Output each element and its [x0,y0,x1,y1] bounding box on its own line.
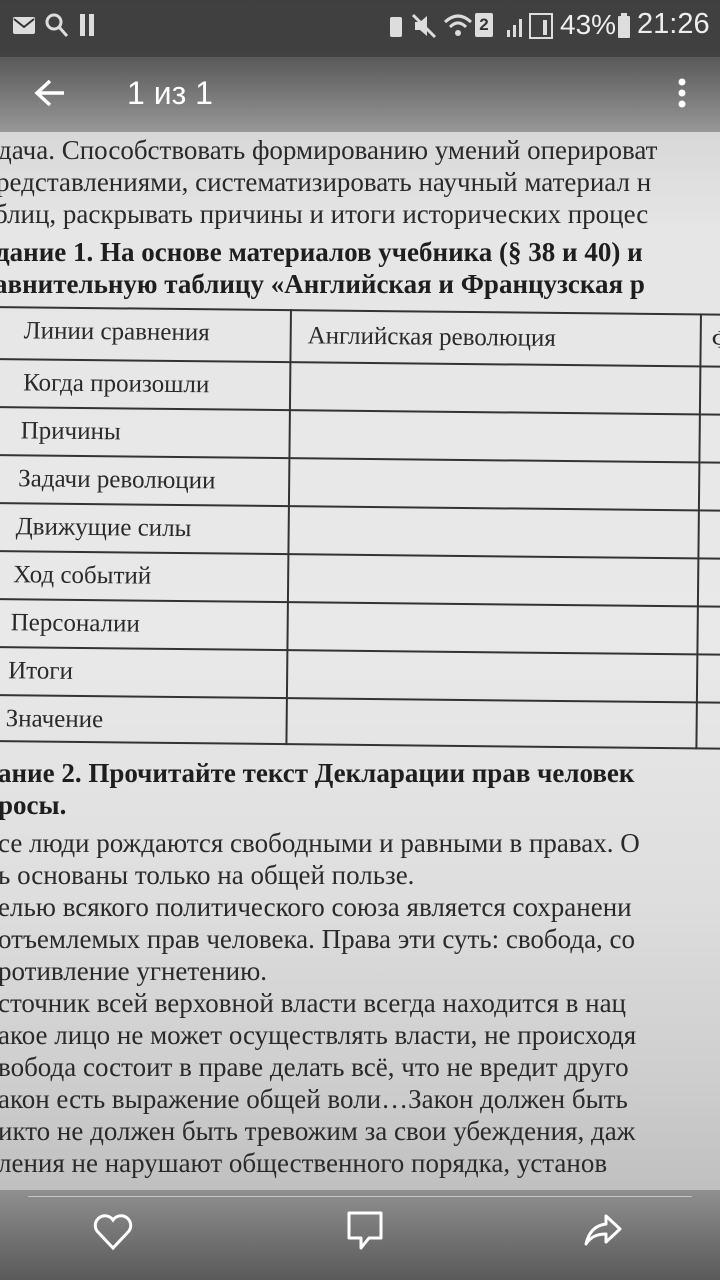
share-icon[interactable] [582,1212,624,1252]
battery-icon [618,13,630,38]
table-header: Линии сравнения [23,317,210,347]
table-header: Ф [711,326,720,354]
mute-icon [411,13,437,39]
mail-icon [13,17,35,34]
text-line: икто не должен быть тревожим за свои убе… [0,1116,636,1146]
text-line: акое лицо не может осуществлять власти, … [0,1020,637,1050]
battery-saver-icon [390,17,402,37]
text-line: вобода состоит в праве делать всё, что н… [0,1052,629,1082]
table-row-label: Итоги [8,657,74,685]
task2-title: ание 2. Прочитайте текст Декларации прав… [0,758,635,788]
text-line: ления не нарушают общественного порядка,… [0,1148,608,1178]
wifi-icon [443,14,473,36]
text-line: елью всякого политического союза являетс… [0,892,632,922]
battery-percent: 43% [560,9,617,40]
table-row-label: Причины [20,417,121,446]
intro-line: дача. Способствовать формированию умений… [0,135,658,165]
text-line: ротивление угнетению. [0,956,267,986]
more-options-icon[interactable] [670,76,694,112]
app-bar: 1 из 1 [0,57,720,132]
table-row-label: Значение [5,705,104,734]
table-row-label: Движущие силы [15,513,192,543]
table-row-label: Задачи революции [18,465,216,495]
bottom-action-bar [0,1190,720,1280]
divider [28,1196,692,1197]
comment-icon[interactable] [345,1210,385,1254]
intro-line: блиц, раскрывать причины и итоги историч… [0,199,649,229]
heart-icon[interactable] [92,1212,134,1252]
page-counter: 1 из 1 [127,75,213,111]
task1-title: авнительную таблицу «Английская и Францу… [0,269,645,299]
text-line: отъемлемых прав человека. Права эти суть… [0,924,636,954]
task2-title: росы. [0,790,67,820]
table-row-label: Когда произошли [23,369,210,399]
text-line: ь основаны только на общей пользе. [0,860,415,890]
table-row-label: Персоналии [10,609,141,638]
intro-line: редставлениями, систематизировать научны… [0,167,652,197]
search-icon [45,13,69,37]
status-bar: 2 43% 21:26 [0,0,720,57]
table-row-label: Ход событий [13,561,152,590]
clock: 21:26 [637,8,710,40]
signal-icon [507,13,553,39]
task1-title: дание 1. На основе материалов учебника (… [0,237,643,267]
sim-badge: 2 [475,13,493,37]
text-line: сточник всей верховной власти всегда нах… [0,988,627,1018]
pause-icon [80,14,94,36]
text-line: акон есть выражение общей воли…Закон дол… [0,1084,628,1114]
table-header: Английская революция [307,322,557,352]
comparison-table: Линии сравнения Английская революция Ф К… [0,306,720,750]
text-line: се люди рождаются свободными и равными в… [0,828,640,858]
back-arrow-icon[interactable] [32,77,68,109]
